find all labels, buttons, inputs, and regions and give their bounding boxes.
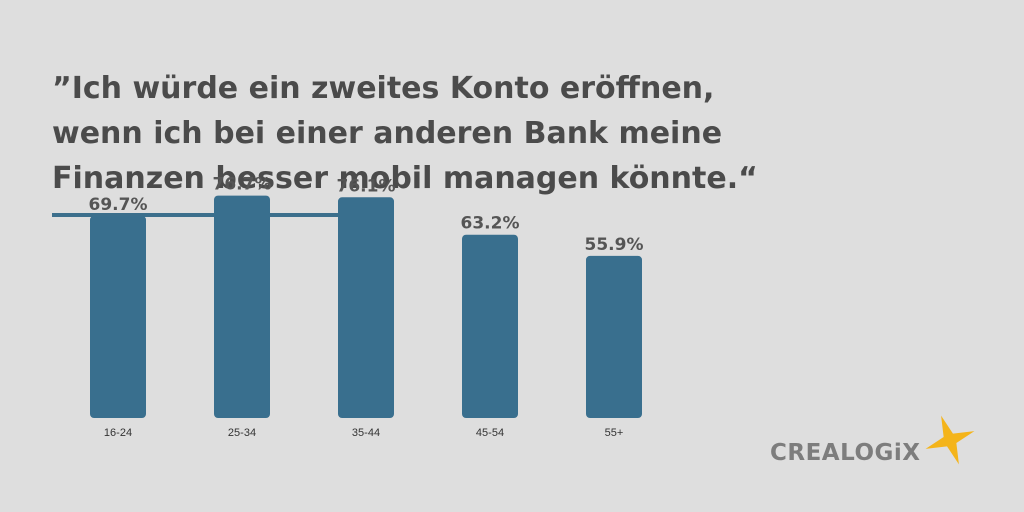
bar-value-label: 76.1% xyxy=(337,176,396,196)
bar-16-24 xyxy=(90,215,146,418)
bar-35-44 xyxy=(338,197,394,418)
bar-45-54 xyxy=(462,234,518,418)
bar-25-34 xyxy=(214,195,270,418)
category-label: 25-34 xyxy=(228,427,256,439)
star-icon xyxy=(925,415,975,465)
accent-divider xyxy=(52,213,338,217)
category-label: 55+ xyxy=(605,427,624,439)
crealogix-logo: CREALOGiX xyxy=(770,412,980,472)
bar-value-label: 69.7% xyxy=(89,195,148,215)
logo-wordmark: CREALOGiX xyxy=(770,440,921,466)
bar-value-label: 55.9% xyxy=(585,235,644,255)
bar-value-label: 76.7% xyxy=(213,175,272,195)
category-label: 45-54 xyxy=(476,427,504,439)
bar-chart: 69.7% 16-24 76.7% 25-34 76.1% 35-44 63.2% 45-54… xyxy=(89,175,644,439)
bar-55+ xyxy=(586,255,642,418)
bar-value-label: 63.2% xyxy=(461,214,520,234)
category-label: 35-44 xyxy=(352,427,380,439)
category-label: 16-24 xyxy=(104,427,132,439)
headline-quote: ”Ich würde ein zweites Konto eröffnen, w… xyxy=(52,71,758,196)
